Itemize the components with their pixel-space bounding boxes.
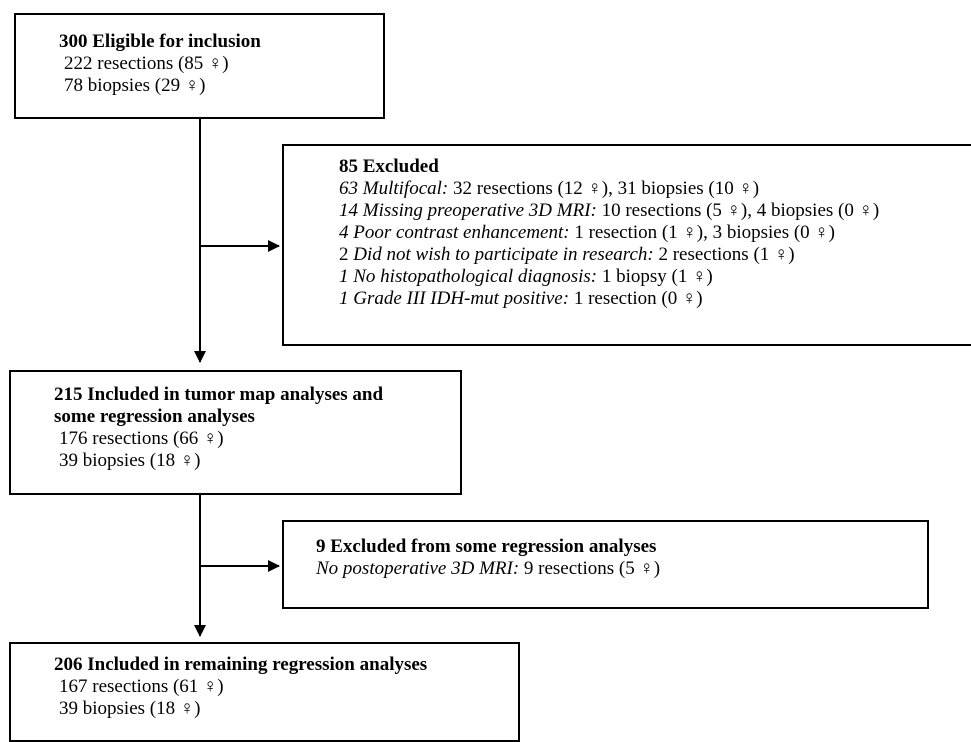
excluded-regression-title: 9 Excluded from some regression analyses [316,536,657,557]
excluded-item-poor-contrast: 4 Poor contrast enhancement: 1 resection… [339,222,836,243]
eligible-box: 300 Eligible for inclusion 222 resection… [14,13,385,119]
eligible-resections: 222 resections (85 ♀) [64,53,229,74]
excluded-item-multifocal: 63 Multifocal: 32 resections (12 ♀), 31 … [339,178,760,199]
included-tumor-map-box: 215 Included in tumor map analyses and s… [9,370,462,495]
included-tumor-map-title-1: 215 Included in tumor map analyses and [54,384,384,405]
included-remaining-resections: 167 resections (61 ♀) [59,676,224,697]
excluded-item-no-research: 2 Did not wish to participate in researc… [339,244,795,265]
excluded-regression-item: No postoperative 3D MRI: 9 resections (5… [316,558,661,579]
excluded-item-no-diagnosis: 1 No histopathological diagnosis: 1 biop… [339,266,713,287]
included-remaining-title: 206 Included in remaining regression ana… [54,654,428,675]
eligible-biopsies: 78 biopsies (29 ♀) [64,75,206,96]
excluded-item-grade-iii: 1 Grade III IDH-mut positive: 1 resectio… [339,288,703,309]
eligible-title: 300 Eligible for inclusion [59,31,261,52]
included-tumor-map-resections: 176 resections (66 ♀) [59,428,224,449]
excluded-box: 85 Excluded 63 Multifocal: 32 resections… [282,144,971,346]
excluded-regression-box: 9 Excluded from some regression analyses… [282,520,929,609]
excluded-title: 85 Excluded [339,156,439,177]
included-tumor-map-biopsies: 39 biopsies (18 ♀) [59,450,201,471]
included-remaining-box: 206 Included in remaining regression ana… [9,642,520,742]
excluded-item-missing-mri: 14 Missing preoperative 3D MRI: 10 resec… [339,200,880,221]
included-remaining-biopsies: 39 biopsies (18 ♀) [59,698,201,719]
included-tumor-map-title-2: some regression analyses [54,406,255,427]
